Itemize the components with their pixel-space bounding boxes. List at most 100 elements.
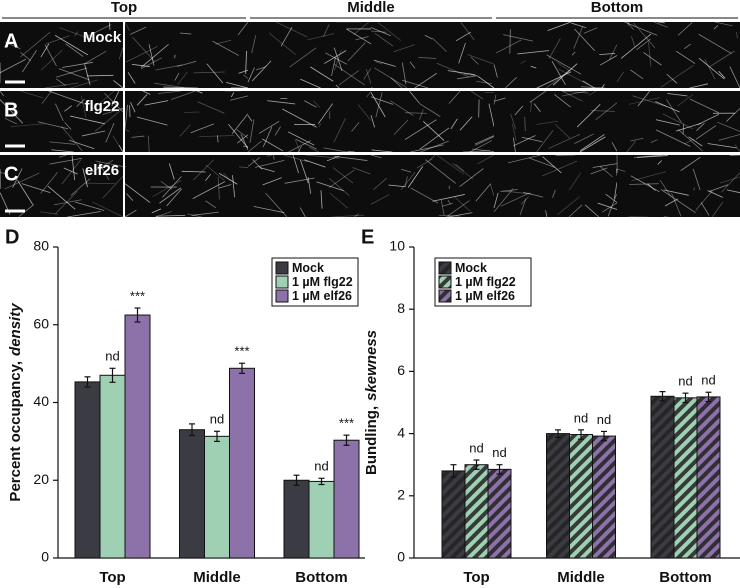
error-bar [496,464,503,475]
error-bar [239,362,245,374]
micrograph [371,155,494,217]
micrograph [494,155,617,217]
error-bar [318,477,325,486]
significance-label: nd [701,373,715,388]
error-bar [293,474,300,486]
filaments [370,90,495,153]
filaments [0,154,124,218]
filaments [616,21,740,89]
legend-swatch [275,261,289,275]
bar [124,314,151,559]
y-tick-label: 20 [33,471,49,487]
legend-label: 1 µM flg22 [455,275,516,289]
panel-label: C [4,163,18,185]
legend-swatch [275,289,289,303]
filaments [0,21,124,89]
error-bar [134,307,141,323]
panel-label: B [4,99,18,121]
legend-label: 1 µM elf26 [292,289,352,303]
legend-swatch [275,275,289,289]
filaments [616,154,740,218]
error-bar [578,429,584,440]
y-axis-label: Bundling,skewness [363,330,380,475]
legend-label: 1 µM elf26 [455,289,515,303]
micrograph [617,91,740,152]
micrograph [371,22,494,88]
significance-label: nd [678,374,692,389]
y-tick-label: 0 [41,549,49,565]
panel-label: D [5,226,19,248]
error-bar [682,392,689,404]
significance-label: *** [130,288,145,303]
y-tick-label: 8 [397,300,405,316]
error-bar [473,459,480,470]
significance-label: nd [574,410,588,425]
filaments [247,21,372,89]
row-label: elf26 [85,162,119,179]
bar [308,480,335,559]
bar [650,395,675,559]
filaments [0,90,124,153]
significance-label: nd [597,412,611,427]
bar [179,429,205,559]
y-tick-label: 6 [397,362,405,378]
significance-label: *** [339,416,354,431]
bar [592,435,616,559]
significance-label: nd [469,440,483,455]
x-tick-label: Top [99,569,125,586]
significance-label: nd [492,445,506,460]
bar [204,435,230,559]
filaments [370,21,495,89]
panel-label: A [4,30,18,52]
significance-label: nd [210,412,224,427]
error-bar [214,430,220,442]
filaments [493,21,618,89]
x-tick-label: Middle [557,569,605,586]
bar [696,396,721,559]
y-tick-label: 40 [33,393,49,409]
micrograph [0,22,123,88]
filaments [493,154,618,218]
column-header: Middle [347,0,395,16]
y-tick-label: 0 [397,549,405,565]
micrograph [494,22,617,88]
bar [74,381,101,559]
legend-swatch [438,275,452,289]
legend-swatch [438,261,452,275]
row-label: Mock [83,29,122,46]
bar [464,464,489,559]
filaments [493,90,618,153]
column-header: Top [111,0,137,16]
error-bar [659,391,666,402]
bar [441,470,466,559]
panel-label: E [361,226,374,248]
y-tick-label: 4 [397,424,405,440]
micrograph [248,22,371,88]
filaments [626,90,740,153]
error-bar [189,423,195,437]
legend-label: Mock [292,261,324,275]
error-bar [450,464,457,478]
y-tick-label: 2 [397,487,405,503]
x-tick-label: Top [463,569,489,586]
bar [333,439,360,559]
bar [546,433,570,559]
micrograph [125,22,248,88]
micrograph [617,22,740,88]
error-bar [109,367,116,383]
x-tick-label: Middle [193,569,241,586]
bar [487,468,512,559]
y-tick-label: 80 [33,238,49,254]
y-tick-label: 10 [389,238,405,254]
micrograph [0,155,123,217]
micrograph [371,91,494,152]
filaments [247,91,372,153]
bar [673,397,698,559]
x-tick-label: Bottom [295,569,348,586]
filaments [370,154,495,218]
error-bar [555,429,561,438]
legend-label: 1 µM flg22 [292,275,353,289]
